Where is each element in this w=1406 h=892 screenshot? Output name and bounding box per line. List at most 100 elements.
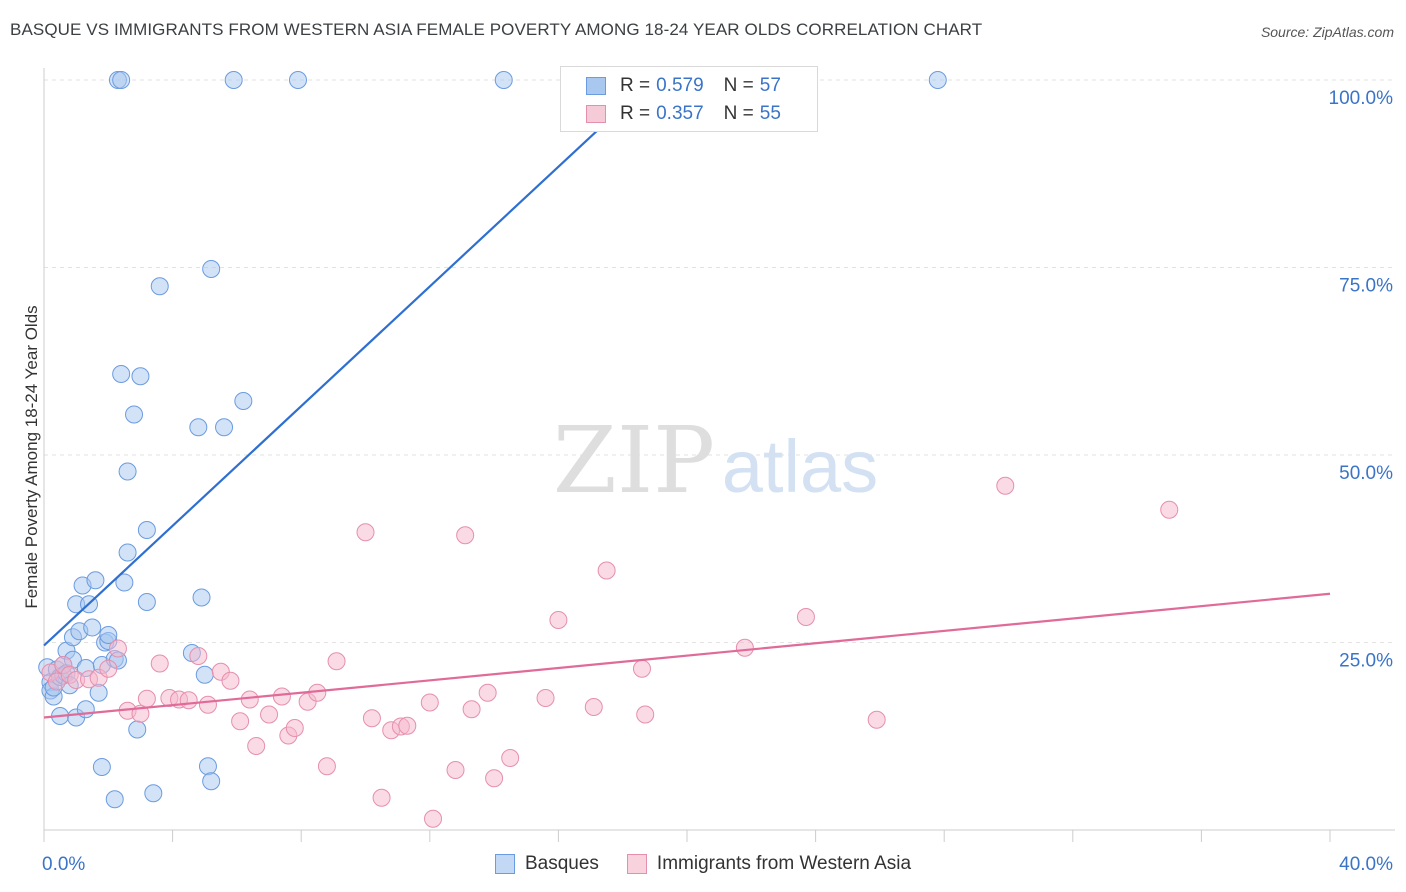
western-asia-point bbox=[735, 638, 754, 657]
x-tick-label-max: 40.0% bbox=[1339, 854, 1393, 875]
western-asia-point bbox=[150, 654, 169, 673]
western-asia-point bbox=[1160, 500, 1179, 519]
legend-label-basques: Basques bbox=[524, 853, 599, 874]
basques-point bbox=[92, 758, 111, 776]
watermark-atlas: atlas bbox=[722, 425, 878, 508]
western-asia-point bbox=[198, 695, 217, 714]
basques-point bbox=[112, 71, 131, 89]
legend-item-western-asia[interactable]: Immigrants from Western Asia bbox=[626, 853, 912, 875]
legend-row-basques: R = 0.579 N = 57 bbox=[586, 74, 781, 98]
chart-title: BASQUE VS IMMIGRANTS FROM WESTERN ASIA F… bbox=[10, 20, 983, 39]
basques-point bbox=[99, 626, 118, 644]
basques-point bbox=[125, 405, 144, 424]
basques-point bbox=[115, 573, 134, 592]
y-axis-title: Female Poverty Among 18-24 Year Olds bbox=[22, 305, 41, 609]
watermark: ZIP atlas bbox=[553, 407, 878, 514]
western-asia-point bbox=[231, 712, 250, 731]
western-asia-point bbox=[636, 705, 655, 724]
western-asia-point bbox=[247, 737, 266, 755]
legend-row-western-asia: R = 0.357 N = 55 bbox=[586, 102, 781, 126]
basques-point bbox=[195, 665, 214, 684]
legend-swatch-pink bbox=[586, 105, 606, 123]
legend-r-value: 0.579 bbox=[656, 75, 704, 96]
western-asia-point bbox=[549, 611, 568, 629]
western-asia-point bbox=[189, 647, 208, 665]
basques-point bbox=[137, 593, 156, 611]
western-asia-point bbox=[485, 769, 504, 788]
western-asia-point bbox=[456, 526, 475, 545]
legend-n-label: N = bbox=[723, 103, 754, 124]
trendlines bbox=[43, 79, 1331, 719]
western-asia-point bbox=[597, 561, 616, 580]
gridlines bbox=[44, 79, 1395, 643]
chart-source: Source: ZipAtlas.com bbox=[1260, 24, 1394, 40]
western-asia-point bbox=[398, 716, 417, 735]
western-asia-point bbox=[372, 788, 391, 807]
legend-bottom: Basques Immigrants from Western Asia bbox=[0, 850, 1406, 878]
legend-top: R = 0.579 N = 57 R = 0.357 N = 55 bbox=[560, 66, 818, 132]
western-asia-point bbox=[327, 652, 346, 671]
basques-point bbox=[192, 588, 211, 607]
western-asia-points bbox=[41, 476, 1179, 828]
basques-point bbox=[118, 462, 137, 481]
basques-point bbox=[83, 618, 102, 637]
basques-points bbox=[38, 71, 947, 809]
legend-n-value: 55 bbox=[759, 103, 781, 124]
basques-point bbox=[198, 757, 217, 776]
western-asia-point bbox=[137, 689, 156, 708]
western-asia-point bbox=[99, 659, 118, 678]
basques-trendline bbox=[43, 79, 653, 647]
western-asia-point bbox=[317, 757, 336, 776]
basques-point bbox=[928, 71, 947, 89]
western-asia-point bbox=[462, 700, 481, 719]
legend-label-western-asia: Immigrants from Western Asia bbox=[656, 853, 912, 874]
basques-point bbox=[112, 365, 131, 383]
western-asia-point bbox=[260, 705, 279, 724]
basques-point bbox=[128, 720, 147, 739]
legend-r-label: R = bbox=[620, 103, 651, 124]
basques-point bbox=[144, 784, 163, 803]
y-tick-label: 50.0% bbox=[1339, 463, 1393, 484]
y-tick-label: 75.0% bbox=[1339, 276, 1393, 297]
western-asia-point bbox=[478, 683, 497, 702]
y-tick-label: 25.0% bbox=[1339, 651, 1393, 672]
western-asia-point bbox=[356, 523, 375, 542]
basques-point bbox=[202, 260, 221, 278]
legend-r-label: R = bbox=[620, 75, 651, 96]
basques-point bbox=[202, 772, 221, 791]
basques-point bbox=[76, 700, 95, 719]
basques-point bbox=[131, 367, 150, 386]
basques-point bbox=[494, 71, 513, 89]
western-asia-point bbox=[221, 671, 240, 690]
legend-r-value: 0.357 bbox=[656, 103, 704, 124]
basques-point bbox=[150, 277, 169, 296]
western-asia-point bbox=[285, 719, 304, 737]
basques-point bbox=[118, 543, 137, 562]
western-asia-point bbox=[424, 809, 443, 828]
western-asia-point bbox=[796, 608, 815, 626]
western-asia-point bbox=[272, 687, 291, 706]
legend-n-label: N = bbox=[723, 75, 754, 96]
basques-point bbox=[224, 71, 243, 89]
legend-item-basques[interactable]: Basques bbox=[494, 853, 599, 875]
basques-point bbox=[215, 418, 234, 437]
basques-point bbox=[86, 571, 105, 590]
western-asia-point bbox=[362, 709, 381, 728]
western-asia-point bbox=[179, 691, 198, 710]
western-asia-trendline bbox=[43, 592, 1331, 719]
basques-point bbox=[234, 392, 253, 410]
legend-swatch-blue bbox=[586, 77, 606, 95]
legend-swatch-blue bbox=[494, 854, 515, 874]
western-asia-point bbox=[446, 761, 465, 779]
watermark-zip: ZIP bbox=[553, 407, 715, 514]
basques-point bbox=[137, 521, 156, 539]
basques-point bbox=[189, 418, 208, 437]
western-asia-point bbox=[501, 749, 520, 767]
legend-n-value: 57 bbox=[759, 75, 781, 96]
axes bbox=[43, 68, 1395, 842]
y-tick-label: 100.0% bbox=[1329, 88, 1394, 109]
western-asia-point bbox=[420, 693, 439, 712]
basques-point bbox=[105, 790, 124, 809]
western-asia-point bbox=[996, 476, 1015, 495]
